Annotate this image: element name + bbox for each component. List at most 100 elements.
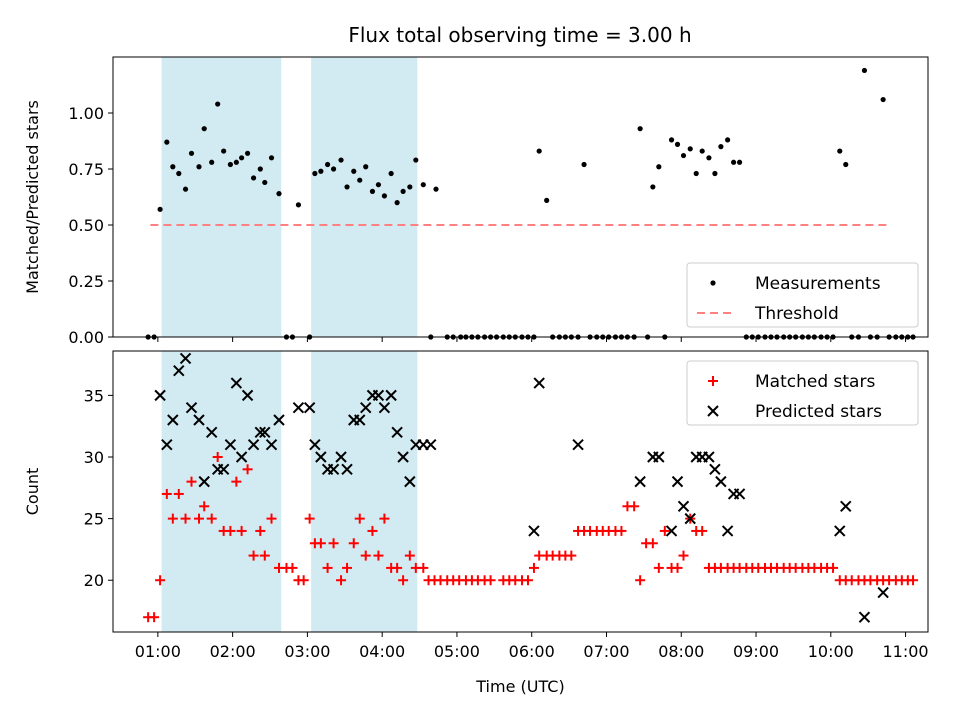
measurement-point	[201, 126, 207, 132]
x-tick-label: 11:00	[883, 642, 929, 661]
measurement-point	[227, 161, 233, 168]
axes-frame	[112, 350, 929, 633]
measurement-point	[239, 155, 245, 161]
predicted-stars-point	[709, 463, 721, 476]
predicted-x-b	[241, 389, 254, 402]
legend-label: Matched stars	[755, 372, 875, 392]
matched-stars-point	[635, 575, 646, 586]
predicted-x-b	[709, 463, 721, 476]
measurement-point	[170, 164, 176, 170]
measurement-point	[837, 148, 843, 154]
measurement-point	[188, 150, 195, 156]
chart-title: Flux total observing time = 3.00 h	[348, 23, 691, 47]
predicted-x-b	[360, 401, 372, 414]
predicted-x-b	[528, 525, 540, 537]
measurement-point	[375, 182, 382, 188]
measurement-point	[276, 191, 282, 197]
matched-stars-point	[266, 513, 277, 524]
matched-stars-point	[697, 525, 708, 536]
measurement-point	[843, 161, 849, 168]
predicted-stars-point	[834, 525, 846, 537]
y-tick-label: 0.50	[68, 216, 104, 235]
measurement-point	[164, 139, 170, 145]
measurement-point	[687, 146, 693, 152]
predicted-x-b	[179, 352, 192, 365]
predicted-x-b	[167, 414, 179, 426]
legend: Matched stars Predicted stars	[686, 360, 919, 426]
measurement-point	[394, 200, 400, 206]
matched-stars-point	[328, 538, 339, 549]
x-tick-label: 09:00	[733, 642, 779, 661]
x-tick-label: 01:00	[135, 642, 181, 661]
measurement-point	[581, 161, 587, 168]
predicted-x-b	[303, 401, 316, 414]
predicted-x-b	[341, 463, 353, 476]
matched-stars-point	[418, 562, 429, 573]
matched-stars-point	[155, 575, 166, 586]
matched-stars-point	[161, 488, 172, 499]
observing-interval-shade	[311, 57, 418, 337]
matched-stars-point	[908, 575, 919, 586]
y-tick-label: 0.00	[68, 328, 104, 347]
predicted-stars-point	[193, 414, 205, 426]
measurement-point	[196, 164, 202, 170]
predicted-stars-point	[198, 475, 210, 488]
matched-stars-point	[485, 575, 496, 586]
predicted-stars-point	[372, 389, 385, 402]
predicted-stars-point	[391, 426, 403, 439]
measurement-point	[221, 148, 227, 154]
predicted-x-b	[224, 438, 237, 451]
bottom-panel: 20 25 30 35 01:00 02:00 03:00 04:00 05:00 06:00 07…	[23, 350, 929, 696]
predicted-stars-point	[179, 352, 192, 365]
matched-stars-point	[348, 538, 359, 549]
predicted-stars-point	[154, 389, 166, 402]
matched-stars-point	[212, 451, 223, 462]
measurement-point	[420, 182, 426, 188]
predicted-stars-point	[161, 438, 173, 451]
predicted-x-b	[634, 475, 646, 488]
top-panel: 0.00 0.25 0.50 0.75 1.00 Matched/Predicted st…	[23, 56, 929, 347]
predicted-x-b	[354, 414, 366, 426]
predicted-stars-point	[247, 438, 260, 451]
matched-stars-point	[298, 575, 309, 586]
predicted-stars-point	[254, 426, 267, 439]
legend-box	[686, 262, 919, 328]
predicted-stars-point	[858, 611, 871, 623]
matched-stars-point	[206, 513, 217, 524]
matched-stars-point	[828, 562, 839, 573]
measurement-point	[157, 206, 163, 212]
predicted-stars-point	[335, 451, 347, 463]
predicted-x-b	[193, 414, 205, 426]
predicted-stars-point	[273, 414, 285, 426]
measurement-point	[262, 179, 268, 186]
matched-stars-point	[616, 525, 627, 536]
matched-stars-point	[354, 513, 365, 524]
predicted-stars-point	[665, 525, 678, 537]
predicted-stars-point	[528, 525, 540, 537]
y-axis-label: Count	[23, 468, 42, 516]
legend-measurements-marker	[710, 280, 716, 286]
measurement-point	[861, 67, 868, 74]
predicted-x-b	[385, 389, 397, 402]
matched-stars-point	[659, 525, 670, 536]
predicted-stars-point	[292, 401, 305, 414]
predicted-stars-point	[404, 475, 416, 488]
legend: Measurements Threshold	[686, 262, 919, 328]
x-tick-label: 02:00	[210, 642, 256, 661]
predicted-x-b	[327, 463, 340, 476]
legend-label: Predicted stars	[755, 402, 882, 422]
matched-stars-point	[653, 562, 664, 573]
y-tick-label: 35	[84, 386, 104, 405]
axes-frame	[112, 56, 929, 338]
y-tick-label: 30	[84, 448, 104, 467]
matched-stars-point	[629, 501, 640, 512]
predicted-stars-point	[572, 438, 584, 451]
predicted-x-b	[292, 401, 305, 414]
measurement-point	[318, 168, 324, 174]
predicted-x-b	[684, 512, 696, 525]
matched-stars-point	[225, 525, 236, 536]
predicted-x-b	[858, 611, 871, 623]
matched-stars-point	[379, 513, 390, 524]
observing-interval-shade	[161, 351, 282, 632]
